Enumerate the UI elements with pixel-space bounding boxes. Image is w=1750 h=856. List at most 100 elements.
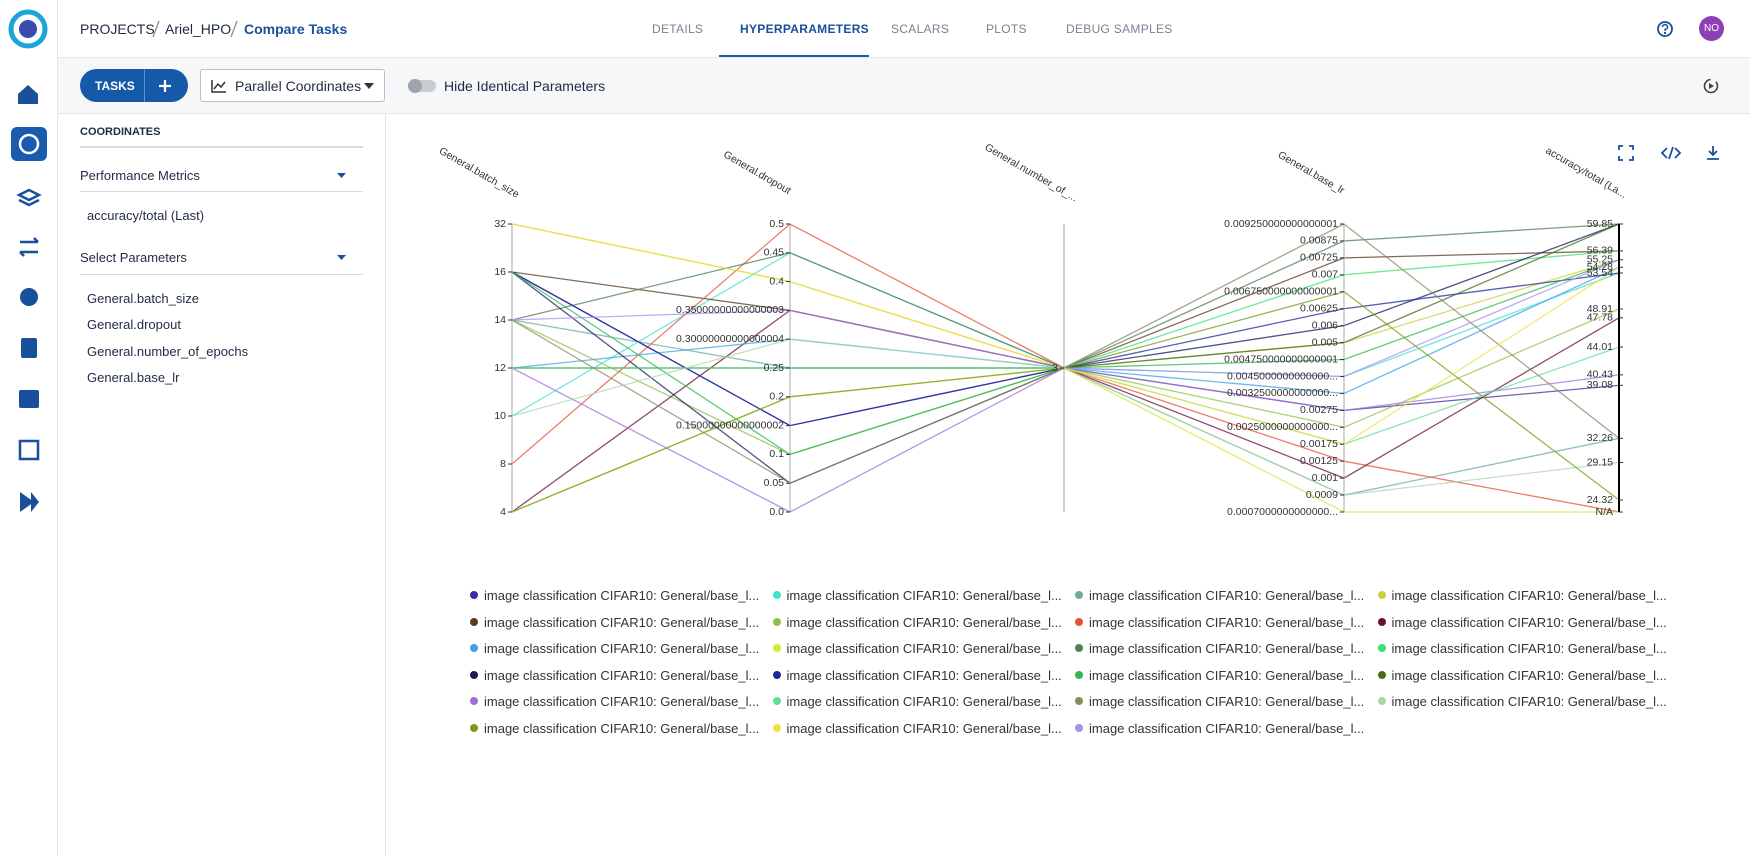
legend-item[interactable]: image classification CIFAR10: General/ba… bbox=[772, 641, 1062, 657]
tick-label: 47.78 bbox=[1587, 312, 1613, 324]
legend-item[interactable]: image classification CIFAR10: General/ba… bbox=[470, 694, 759, 709]
legend-item[interactable]: image classification CIFAR10: General/ba… bbox=[470, 641, 759, 656]
legend-item[interactable]: image classification CIFAR10: General/ba… bbox=[1377, 588, 1667, 603]
tick-label: 0.05 bbox=[764, 477, 785, 489]
help-icon[interactable] bbox=[1656, 20, 1674, 38]
legend-item[interactable]: image classification CIFAR10: General/ba… bbox=[772, 694, 1062, 709]
legend-item[interactable]: image classification CIFAR10: General/ba… bbox=[772, 615, 1062, 630]
legend-item[interactable]: image classification CIFAR10: General/ba… bbox=[1377, 694, 1667, 710]
legend-swatch bbox=[470, 670, 478, 679]
tab[interactable]: SCALARS bbox=[891, 22, 950, 36]
legend-swatch bbox=[470, 644, 478, 653]
axis-label: General.base_lr bbox=[1276, 149, 1347, 197]
legend-item[interactable]: image classification CIFAR10: General/ba… bbox=[470, 588, 759, 603]
tick-label: 8 bbox=[500, 458, 506, 470]
legend-item[interactable]: image classification CIFAR10: General/ba… bbox=[772, 588, 1062, 603]
datasets-icon[interactable] bbox=[16, 188, 42, 207]
tasks-label: TASKS bbox=[95, 79, 135, 93]
breadcrumb[interactable]: Ariel_HPO bbox=[165, 21, 232, 37]
tick-label: 12 bbox=[494, 362, 506, 374]
avatar[interactable]: NO bbox=[1699, 16, 1724, 41]
metric-item[interactable]: accuracy/total (Last) bbox=[87, 208, 205, 223]
legend-swatch bbox=[1075, 617, 1083, 626]
legend-item[interactable]: image classification CIFAR10: General/ba… bbox=[1075, 668, 1364, 683]
caret[interactable] bbox=[337, 173, 346, 178]
reports-icon[interactable] bbox=[21, 338, 37, 358]
tick-label: 0.0009 bbox=[1306, 489, 1338, 501]
tick-label: 56.39 bbox=[1587, 245, 1613, 257]
legend-item[interactable]: image classification CIFAR10: General/ba… bbox=[1075, 721, 1364, 736]
home-icon[interactable] bbox=[18, 85, 38, 104]
legend-item[interactable]: image classification CIFAR10: General/ba… bbox=[470, 668, 759, 683]
section-heading[interactable]: Performance Metrics bbox=[80, 168, 200, 183]
tick-label: 10 bbox=[494, 410, 506, 422]
legend-item[interactable]: image classification CIFAR10: General/ba… bbox=[1075, 641, 1364, 656]
workers-icon[interactable] bbox=[20, 492, 39, 512]
legend-item[interactable]: image classification CIFAR10: General/ba… bbox=[1075, 615, 1364, 630]
legend-swatch bbox=[470, 697, 478, 706]
legend-item[interactable]: image classification CIFAR10: General/ba… bbox=[1075, 588, 1364, 603]
series-line bbox=[511, 223, 1345, 465]
legend-item[interactable]: image classification CIFAR10: General/ba… bbox=[1377, 641, 1667, 656]
legend-swatch bbox=[1377, 670, 1386, 679]
legend-swatch bbox=[1075, 670, 1083, 679]
tab[interactable]: HYPERPARAMETERS bbox=[740, 22, 869, 36]
tick-label: 40.43 bbox=[1587, 369, 1613, 381]
embed-icon[interactable] bbox=[1660, 146, 1682, 160]
nav-sidebar bbox=[0, 0, 58, 856]
legend-item[interactable]: image classification CIFAR10: General/ba… bbox=[1377, 668, 1667, 683]
legend-swatch bbox=[470, 617, 478, 626]
view-select[interactable]: Parallel Coordinates bbox=[200, 69, 385, 102]
nav-active[interactable] bbox=[11, 127, 47, 161]
legend-item[interactable]: image classification CIFAR10: General/ba… bbox=[772, 721, 1062, 736]
legend-item[interactable]: image classification CIFAR10: General/ba… bbox=[1075, 694, 1364, 709]
fullscreen-icon[interactable] bbox=[1618, 145, 1634, 161]
legend-item[interactable]: image classification CIFAR10: General/ba… bbox=[470, 615, 759, 630]
param-item[interactable]: General.dropout bbox=[87, 317, 181, 332]
tick-label: 53.54 bbox=[1587, 267, 1613, 279]
caret[interactable] bbox=[337, 255, 346, 260]
series-line bbox=[511, 319, 1620, 496]
axis-label: General.number_of_... bbox=[983, 141, 1080, 204]
param-item[interactable]: General.number_of_epochs bbox=[87, 344, 249, 359]
param-item[interactable]: General.batch_size bbox=[87, 291, 200, 306]
toggle[interactable] bbox=[407, 78, 437, 94]
tick-label: 0.35000000000000003 bbox=[676, 304, 784, 316]
legend-item[interactable]: image classification CIFAR10: General/ba… bbox=[1377, 615, 1667, 630]
crumb-sep bbox=[230, 20, 238, 38]
pipelines-icon[interactable] bbox=[19, 237, 39, 257]
tick-label: 32 bbox=[494, 218, 506, 230]
deploy-icon[interactable] bbox=[20, 288, 38, 306]
legend-swatch bbox=[1075, 644, 1083, 653]
tick-label: 0.00275 bbox=[1300, 404, 1338, 416]
logo[interactable] bbox=[8, 9, 48, 49]
tab[interactable]: DEBUG SAMPLES bbox=[1066, 22, 1173, 36]
panel-title: COORDINATES bbox=[80, 126, 161, 138]
legend-swatch bbox=[772, 591, 781, 599]
download-icon[interactable] bbox=[1707, 146, 1719, 160]
legend-label: image classification CIFAR10: General/ba… bbox=[786, 641, 1062, 657]
refresh-icon[interactable] bbox=[1702, 77, 1720, 95]
tasks-button[interactable]: TASKS bbox=[80, 69, 188, 102]
legend-label: image classification CIFAR10: General/ba… bbox=[1391, 694, 1667, 710]
parallel-coordinates: General.batch_size 4 8 10 12 14 16 32 General.dr… bbox=[437, 141, 1629, 517]
series-line bbox=[511, 291, 1620, 513]
tick-label: 0.0025000000000000... bbox=[1227, 421, 1338, 433]
coordinates-panel bbox=[58, 114, 386, 856]
legend-swatch bbox=[1075, 697, 1083, 706]
section-heading[interactable]: Select Parameters bbox=[80, 250, 187, 265]
queues-icon[interactable] bbox=[19, 390, 39, 408]
tick-label: 0.009250000000000001 bbox=[1224, 218, 1338, 230]
tab[interactable]: DETAILS bbox=[652, 22, 704, 36]
tick-label: 59.85 bbox=[1587, 218, 1613, 230]
legend-item[interactable]: image classification CIFAR10: General/ba… bbox=[772, 668, 1062, 683]
breadcrumb[interactable]: PROJECTS bbox=[80, 21, 155, 37]
legend-swatch bbox=[1377, 697, 1386, 706]
tick-label: 0.006 bbox=[1312, 319, 1338, 331]
param-item[interactable]: General.base_lr bbox=[87, 370, 180, 385]
models-icon[interactable] bbox=[18, 439, 40, 461]
legend-swatch bbox=[1075, 724, 1083, 732]
add-icon[interactable] bbox=[157, 78, 173, 94]
legend-item[interactable]: image classification CIFAR10: General/ba… bbox=[470, 721, 759, 736]
tab[interactable]: PLOTS bbox=[986, 22, 1027, 36]
